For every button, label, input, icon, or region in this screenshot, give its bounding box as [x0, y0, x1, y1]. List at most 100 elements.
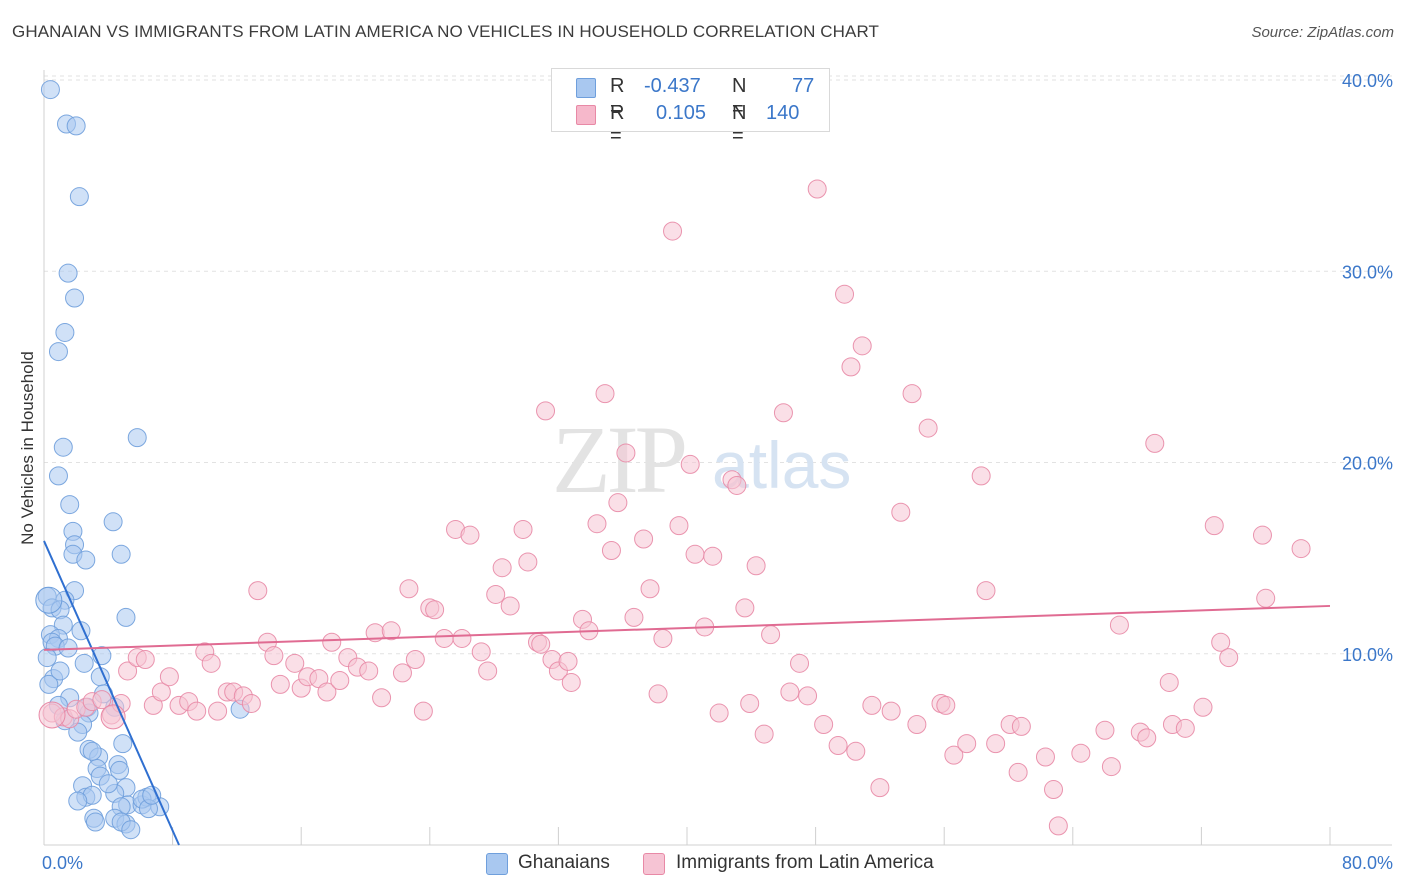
- data-point-ghanaians: [110, 760, 130, 780]
- data-point-latin-america: [1291, 539, 1311, 559]
- data-point-ghanaians: [69, 187, 89, 207]
- data-point-latin-america: [814, 715, 834, 735]
- data-point-latin-america: [118, 661, 138, 681]
- data-point-latin-america: [587, 514, 607, 534]
- correlation-legend: R = -0.437 N = 77 R = 0.105 N = 140: [551, 68, 830, 147]
- data-point-latin-america: [1008, 762, 1028, 782]
- bottom-legend-label: Immigrants from Latin America: [676, 852, 934, 873]
- data-point-ghanaians: [48, 342, 68, 362]
- data-point-latin-america: [746, 556, 766, 576]
- data-point-latin-america: [1159, 672, 1179, 692]
- data-point-latin-america: [425, 600, 445, 620]
- data-point-latin-america: [852, 336, 872, 356]
- y-tick-label: 30.0%: [1342, 262, 1393, 282]
- data-point-latin-america: [709, 703, 729, 723]
- data-point-ghanaians: [142, 785, 162, 805]
- data-point-latin-america: [322, 632, 342, 652]
- y-axis-label-wrap: No Vehicles in Household: [16, 330, 40, 570]
- chart-source: Source: ZipAtlas.com: [1251, 24, 1394, 41]
- legend-r-value: 0.105: [656, 102, 707, 124]
- data-point-latin-america: [881, 701, 901, 721]
- data-point-latin-america: [986, 734, 1006, 754]
- data-point-latin-america: [159, 667, 179, 687]
- data-point-latin-america: [135, 649, 155, 669]
- data-point-ghanaians-cluster: [35, 586, 63, 614]
- data-point-latin-america: [434, 628, 454, 648]
- data-point-latin-america: [201, 653, 221, 673]
- data-point-ghanaians: [111, 544, 131, 564]
- data-point-latin-america-cluster: [38, 701, 66, 729]
- x-tick-label-min: 0.0%: [42, 853, 83, 873]
- data-point-ghanaians: [60, 495, 80, 515]
- data-point-ghanaians: [65, 288, 85, 308]
- data-point-latin-america: [624, 607, 644, 627]
- data-point-ghanaians: [55, 322, 75, 342]
- bottom-legend-swatch-pink: [643, 853, 665, 875]
- data-point-latin-america: [669, 516, 689, 536]
- data-point-latin-america: [513, 519, 533, 539]
- data-point-ghanaians: [103, 512, 123, 532]
- data-point-latin-america: [1101, 757, 1121, 777]
- data-point-latin-america: [846, 741, 866, 761]
- data-point-latin-america: [703, 546, 723, 566]
- y-axis-label: No Vehicles in Household: [18, 351, 37, 545]
- data-point-latin-america: [828, 736, 848, 756]
- data-point-latin-america: [761, 625, 781, 645]
- data-point-latin-america: [471, 642, 491, 662]
- legend-r-label: R =: [610, 102, 625, 147]
- data-point-latin-america: [270, 674, 290, 694]
- data-point-latin-america: [727, 475, 747, 495]
- data-point-ghanaians: [76, 550, 96, 570]
- data-point-latin-america: [891, 502, 911, 522]
- data-point-latin-america: [1219, 648, 1239, 668]
- data-point-latin-america: [685, 544, 705, 564]
- data-point-latin-america: [807, 179, 827, 199]
- data-point-latin-america: [1109, 615, 1129, 635]
- data-point-latin-america: [151, 682, 171, 702]
- watermark: ZIP atlas: [552, 406, 851, 513]
- data-point-ghanaians: [66, 116, 86, 136]
- data-point-latin-america: [187, 701, 207, 721]
- data-point-latin-america: [936, 695, 956, 715]
- data-point-latin-america: [1252, 525, 1272, 545]
- data-point-latin-america: [478, 661, 498, 681]
- data-point-latin-america: [595, 384, 615, 404]
- data-point-latin-america: [902, 384, 922, 404]
- data-point-latin-america: [399, 579, 419, 599]
- legend-swatch-blue: [576, 78, 596, 98]
- data-point-latin-america: [1137, 728, 1157, 748]
- x-tick-label-max: 80.0%: [1342, 853, 1393, 873]
- data-point-ghanaians: [53, 437, 73, 457]
- data-point-latin-america: [285, 653, 305, 673]
- bottom-legend-label: Ghanaians: [518, 852, 610, 873]
- data-point-latin-america: [492, 558, 512, 578]
- data-point-latin-america: [601, 540, 621, 560]
- data-point-latin-america: [452, 628, 472, 648]
- data-point-latin-america: [558, 651, 578, 671]
- grid-layer: [44, 75, 1392, 655]
- data-point-latin-america: [1204, 516, 1224, 536]
- chart-title: GHANAIAN VS IMMIGRANTS FROM LATIN AMERIC…: [12, 22, 880, 41]
- data-point-latin-america: [330, 671, 350, 691]
- legend-n-value: 140: [766, 102, 800, 124]
- points-layer: [35, 80, 1311, 840]
- data-point-latin-america: [608, 493, 628, 513]
- data-point-ghanaians: [39, 674, 59, 694]
- data-point-latin-america: [1211, 632, 1231, 652]
- trend-line-ghanaians: [43, 540, 180, 846]
- data-point-latin-america: [241, 693, 261, 713]
- y-tick-label: 20.0%: [1342, 454, 1393, 474]
- data-point-latin-america: [561, 672, 581, 692]
- data-point-latin-america: [616, 443, 636, 463]
- legend-n-label: N =: [732, 102, 747, 147]
- data-point-latin-america: [1044, 780, 1064, 800]
- data-point-latin-america: [460, 525, 480, 545]
- data-point-latin-america: [1071, 743, 1091, 763]
- y-tick-label: 40.0%: [1342, 71, 1393, 91]
- data-point-ghanaians: [85, 812, 105, 832]
- data-point-ghanaians: [74, 653, 94, 673]
- legend-r-value: -0.437: [644, 75, 701, 97]
- data-point-ghanaians: [48, 466, 68, 486]
- data-point-latin-america: [486, 584, 506, 604]
- bottom-legend-swatch-blue: [486, 853, 508, 875]
